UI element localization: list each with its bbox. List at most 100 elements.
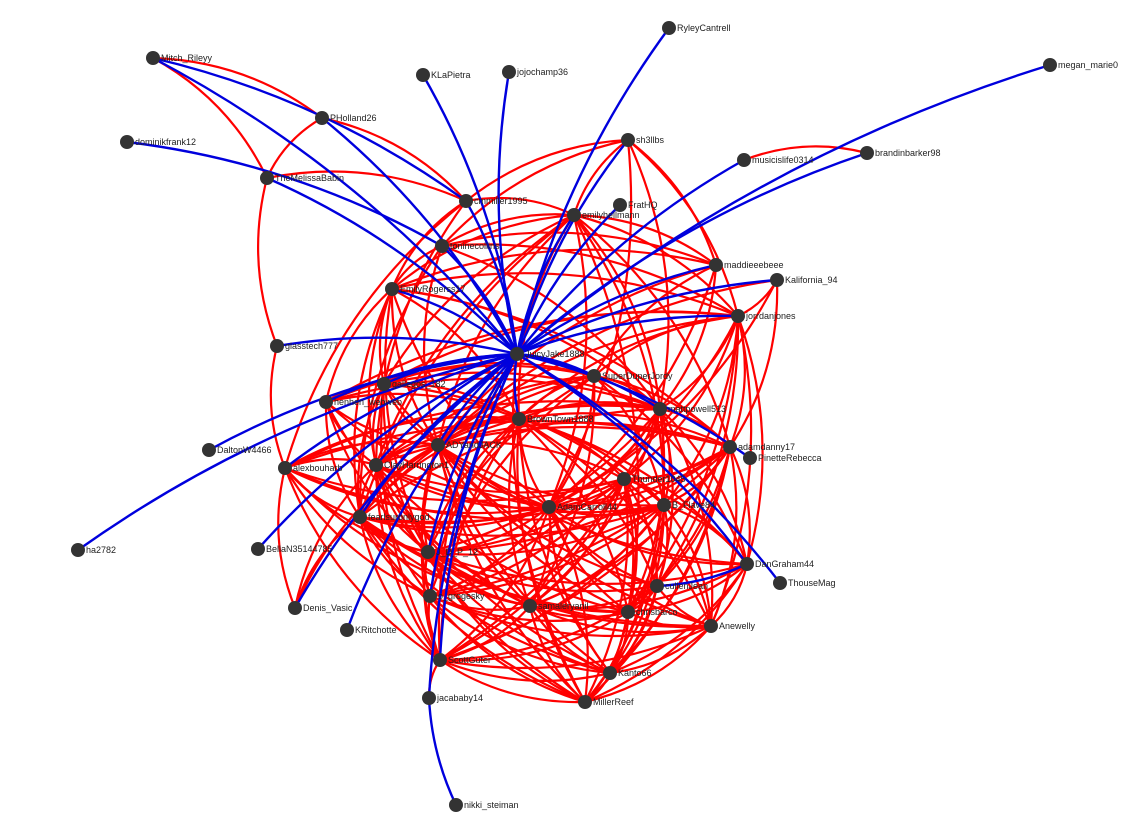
node-dot[interactable]: [512, 412, 526, 426]
node-dot[interactable]: [449, 798, 463, 812]
node-dot[interactable]: [773, 576, 787, 590]
graph-node[interactable]: emilyhellmann: [567, 208, 640, 222]
node-dot[interactable]: [459, 194, 473, 208]
graph-node[interactable]: FratHQ: [613, 198, 658, 212]
graph-node[interactable]: SuperDuperJordy: [587, 369, 673, 383]
graph-node[interactable]: EmilyRogerss17: [385, 282, 466, 296]
node-dot[interactable]: [650, 579, 664, 593]
node-dot[interactable]: [523, 599, 537, 613]
graph-node[interactable]: B_Flave84: [657, 498, 715, 512]
node-dot[interactable]: [422, 691, 436, 705]
node-dot[interactable]: [603, 666, 617, 680]
node-dot[interactable]: [704, 619, 718, 633]
graph-node[interactable]: ClayHarrington1: [369, 458, 449, 472]
node-dot[interactable]: [502, 65, 516, 79]
graph-node[interactable]: AdamCarroll44: [542, 500, 617, 514]
node-dot[interactable]: [377, 377, 391, 391]
graph-node[interactable]: toninecollins: [435, 239, 500, 253]
graph-node[interactable]: nikki_steiman: [449, 798, 519, 812]
node-dot[interactable]: [431, 438, 445, 452]
graph-node[interactable]: ADYandJACK: [431, 438, 502, 452]
graph-node[interactable]: megan_marie0: [1043, 58, 1118, 72]
node-dot[interactable]: [315, 111, 329, 125]
graph-node[interactable]: ScottGuter: [433, 653, 491, 667]
graph-node[interactable]: BrownTown1888: [512, 412, 594, 426]
node-dot[interactable]: [251, 542, 265, 556]
node-dot[interactable]: [120, 135, 134, 149]
node-dot[interactable]: [510, 347, 524, 361]
node-dot[interactable]: [433, 653, 447, 667]
graph-node[interactable]: adamdanny17: [723, 440, 795, 454]
node-dot[interactable]: [587, 369, 601, 383]
node-dot[interactable]: [71, 543, 85, 557]
graph-node[interactable]: Denis_Vasic: [288, 601, 353, 615]
graph-node[interactable]: RyleyCantrell: [662, 21, 731, 35]
graph-node[interactable]: jojochamp36: [502, 65, 568, 79]
node-dot[interactable]: [340, 623, 354, 637]
node-dot[interactable]: [353, 510, 367, 524]
graph-node[interactable]: DaltonW4466: [202, 443, 272, 457]
node-dot[interactable]: [653, 402, 667, 416]
node-dot[interactable]: [613, 198, 627, 212]
graph-node[interactable]: chrisbarco: [621, 605, 678, 619]
node-dot[interactable]: [1043, 58, 1057, 72]
graph-node[interactable]: maddieeebeee: [709, 258, 784, 272]
graph-node[interactable]: PHolland26: [315, 111, 377, 125]
node-dot[interactable]: [662, 21, 676, 35]
graph-node[interactable]: Anewelly: [704, 619, 756, 633]
node-dot[interactable]: [578, 695, 592, 709]
graph-node[interactable]: cullenJean: [650, 579, 708, 593]
node-dot[interactable]: [743, 451, 757, 465]
node-dot[interactable]: [860, 146, 874, 160]
node-dot[interactable]: [288, 601, 302, 615]
node-dot[interactable]: [435, 239, 449, 253]
node-dot[interactable]: [621, 133, 635, 147]
graph-node[interactable]: J_D_P_12: [421, 545, 478, 559]
node-dot[interactable]: [657, 498, 671, 512]
graph-node[interactable]: Kalifornia_94: [770, 273, 838, 287]
graph-node[interactable]: henhen_webweb: [319, 395, 402, 409]
graph-node[interactable]: BellaN35144785: [251, 542, 333, 556]
node-dot[interactable]: [740, 557, 754, 571]
graph-node[interactable]: glasstech777: [270, 339, 338, 353]
node-dot[interactable]: [621, 605, 635, 619]
node-dot[interactable]: [709, 258, 723, 272]
node-dot[interactable]: [737, 153, 751, 167]
graph-node[interactable]: gallegos_182: [377, 377, 446, 391]
node-dot[interactable]: [260, 171, 274, 185]
graph-node[interactable]: JuicyJake1888: [510, 347, 585, 361]
graph-node[interactable]: KRitchotte: [340, 623, 397, 637]
graph-node[interactable]: DanGraham44: [740, 557, 814, 571]
graph-node[interactable]: mattpowell513: [653, 402, 726, 416]
graph-node[interactable]: alexbouharb: [278, 461, 343, 475]
node-dot[interactable]: [723, 440, 737, 454]
graph-node[interactable]: PinetteRebecca: [743, 451, 822, 465]
node-dot[interactable]: [567, 208, 581, 222]
graph-node[interactable]: Kanto66: [603, 666, 652, 680]
node-dot[interactable]: [319, 395, 333, 409]
node-dot[interactable]: [385, 282, 399, 296]
graph-node[interactable]: dominikfrank12: [120, 135, 196, 149]
graph-node[interactable]: jacababy14: [422, 691, 483, 705]
graph-node[interactable]: jorrdanjones: [731, 309, 796, 323]
node-dot[interactable]: [731, 309, 745, 323]
graph-node[interactable]: cmmiller1995: [459, 194, 528, 208]
graph-node[interactable]: o_grogesky: [423, 589, 485, 603]
node-dot[interactable]: [270, 339, 284, 353]
graph-node[interactable]: Thunder1045: [617, 472, 686, 486]
node-dot[interactable]: [278, 461, 292, 475]
node-dot[interactable]: [202, 443, 216, 457]
graph-node[interactable]: musicislife0314: [737, 153, 814, 167]
graph-node[interactable]: samaleryanil: [523, 599, 589, 613]
graph-node[interactable]: MillerReef: [578, 695, 634, 709]
graph-node[interactable]: ThouseMag: [773, 576, 836, 590]
node-dot[interactable]: [542, 500, 556, 514]
node-dot[interactable]: [146, 51, 160, 65]
node-dot[interactable]: [770, 273, 784, 287]
graph-node[interactable]: KLaPietra: [416, 68, 471, 82]
node-dot[interactable]: [369, 458, 383, 472]
graph-node[interactable]: Mitch_Rileyy: [146, 51, 213, 65]
graph-node[interactable]: brandinbarker98: [860, 146, 941, 160]
graph-node[interactable]: TheMelissaBabin: [260, 171, 344, 185]
graph-node[interactable]: ha2782: [71, 543, 116, 557]
